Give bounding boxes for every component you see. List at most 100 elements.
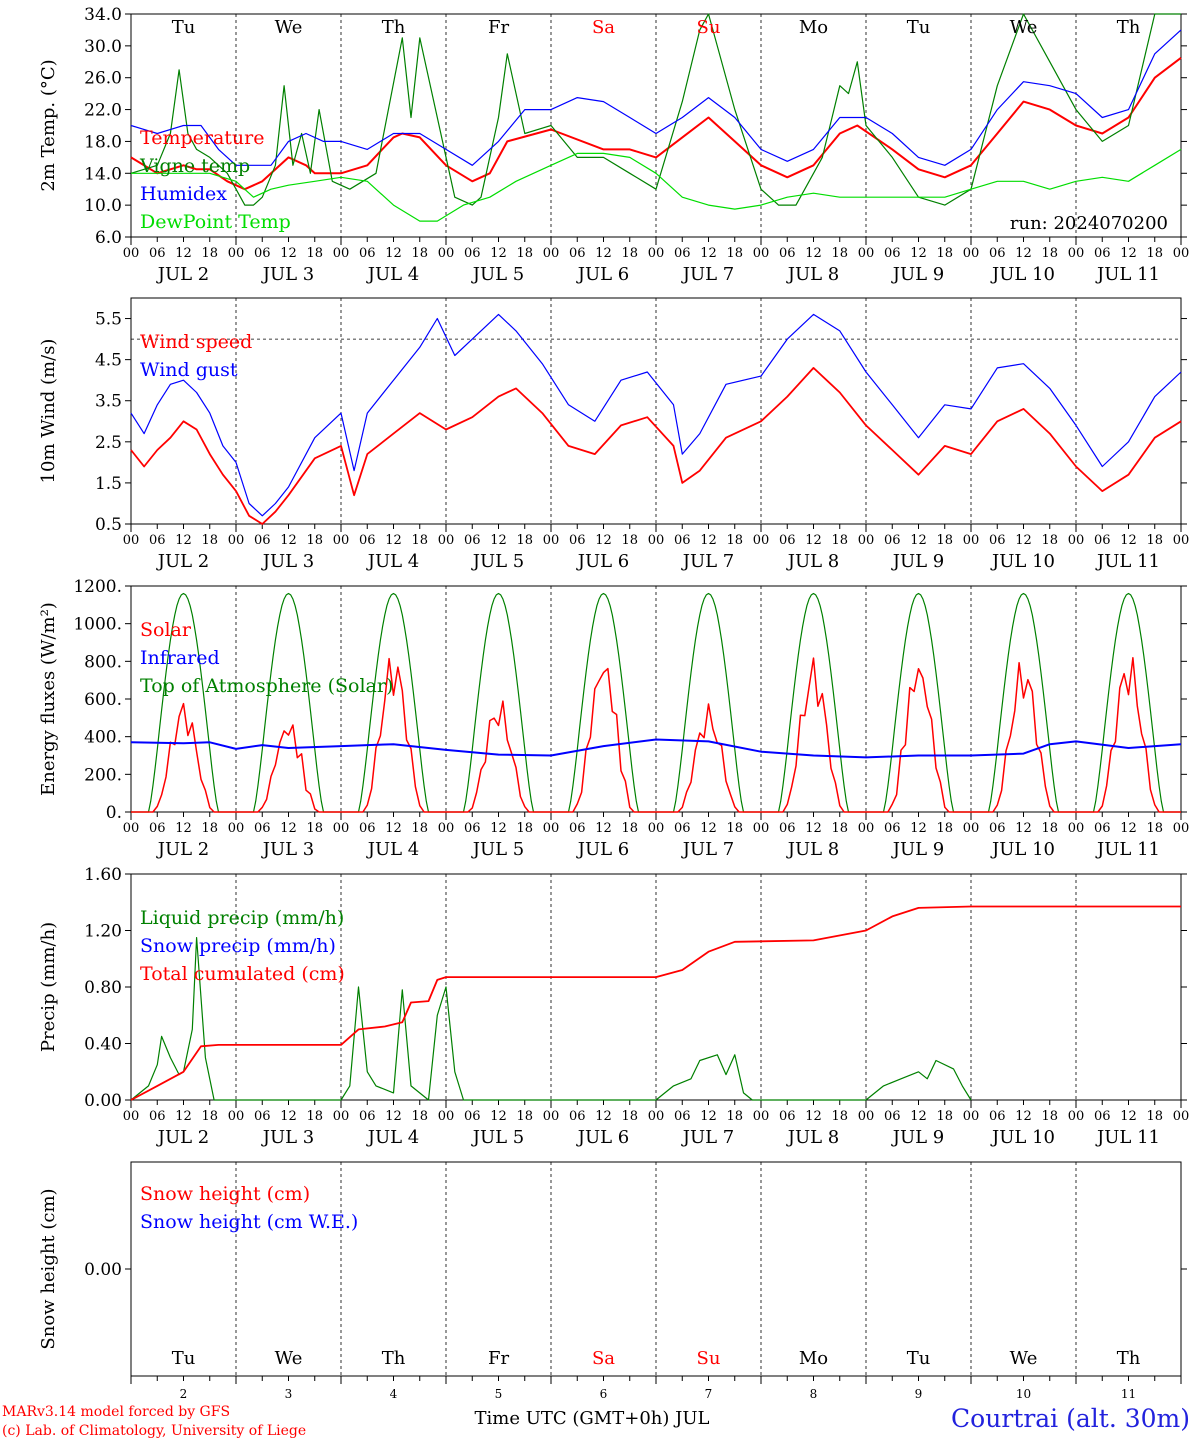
y-tick-label: 1.20 (84, 922, 122, 942)
x-tick-label: 18 (621, 246, 638, 261)
y-axis-label: Snow height (cm) (38, 1188, 59, 1349)
x-tick-label: 06 (989, 533, 1006, 548)
day-number-label: 4 (390, 1387, 398, 1401)
day-number-label: 10 (1016, 1387, 1031, 1401)
x-date-label: JUL 4 (366, 264, 420, 285)
x-date-label: JUL 10 (990, 1127, 1055, 1148)
x-date-label: JUL 4 (366, 551, 420, 572)
weekday-label: Mo (799, 17, 828, 38)
x-date-label: JUL 7 (681, 264, 735, 285)
series-line (131, 657, 1181, 813)
x-tick-label: 06 (989, 1109, 1006, 1124)
weekday-label: Th (1117, 17, 1141, 38)
x-tick-label: 06 (464, 1109, 481, 1124)
weekday-label: We (1010, 17, 1038, 38)
x-tick-label: 06 (254, 821, 271, 836)
x-tick-label: 18 (1041, 1109, 1058, 1124)
weekday-label: Mo (799, 1348, 828, 1369)
series-line (130, 738, 1182, 759)
y-axis-label: Precip (mm/h) (38, 922, 59, 1052)
energy-flux-panel: 0. 200. 400. 600. 800. 1000. 1200. Energy fluxe… (38, 577, 1189, 860)
x-tick-label: 06 (779, 533, 796, 548)
x-tick-label: 12 (1015, 246, 1032, 261)
y-tick-label: 0.40 (84, 1035, 122, 1055)
y-tick-label: 0.00 (84, 1091, 122, 1111)
x-date-label: JUL 5 (471, 264, 525, 285)
x-tick-label: 00 (438, 1109, 455, 1124)
x-tick-label: 00 (753, 533, 770, 548)
x-tick-label: 06 (884, 533, 901, 548)
series-line (130, 29, 1182, 166)
x-tick-label: 12 (1015, 821, 1032, 836)
x-tick-label: 18 (411, 821, 428, 836)
x-tick-label: 00 (858, 246, 875, 261)
x-tick-label: 18 (621, 1109, 638, 1124)
day-number-label: 6 (600, 1387, 608, 1401)
x-tick-label: 00 (1068, 821, 1085, 836)
y-tick-label: 600. (84, 690, 122, 710)
x-tick-label: 12 (805, 1109, 822, 1124)
y-tick-label: 6.0 (95, 228, 122, 248)
footer-model-line: MARv3.14 model forced by GFS (2, 1404, 230, 1420)
series-line (130, 905, 1181, 1101)
x-tick-label: 18 (1041, 246, 1058, 261)
x-tick-label: 06 (989, 246, 1006, 261)
x-tick-label: 06 (464, 821, 481, 836)
y-axis-label: 2m Temp. (°C) (38, 59, 59, 191)
x-tick-label: 00 (228, 821, 245, 836)
x-tick-label: 18 (306, 533, 323, 548)
y-axis-label: Energy fluxes (W/m²) (38, 602, 59, 796)
x-tick-label: 06 (254, 1109, 271, 1124)
x-tick-label: 06 (779, 246, 796, 261)
x-tick-label: 12 (385, 533, 402, 548)
legend-entry: Total cumulated (cm) (140, 963, 345, 985)
x-tick-label: 06 (149, 246, 166, 261)
x-tick-label: 18 (1146, 1109, 1163, 1124)
x-tick-label: 00 (123, 1109, 140, 1124)
weekday-label: Tu (907, 17, 931, 38)
y-tick-label: 400. (84, 728, 122, 748)
x-date-label: JUL 3 (261, 264, 315, 285)
x-tick-label: 12 (280, 821, 297, 836)
x-tick-label: 06 (149, 533, 166, 548)
x-tick-label: 00 (648, 246, 665, 261)
x-tick-label: 18 (306, 821, 323, 836)
x-date-label: JUL 7 (681, 839, 735, 860)
x-tick-label: 12 (910, 821, 927, 836)
x-tick-label: 18 (936, 821, 953, 836)
x-tick-label: 18 (1041, 533, 1058, 548)
x-tick-label: 00 (753, 821, 770, 836)
x-tick-label: 06 (254, 533, 271, 548)
x-tick-label: 00 (228, 1109, 245, 1124)
x-tick-label: 00 (123, 533, 140, 548)
y-tick-label: 0.5 (95, 515, 122, 535)
x-tick-label: 00 (963, 246, 980, 261)
y-tick-label: 22.0 (84, 101, 122, 121)
x-tick-label: 00 (858, 533, 875, 548)
y-tick-label: 4.5 (95, 351, 122, 371)
x-date-label: JUL 8 (786, 264, 840, 285)
x-date-label: JUL 11 (1095, 1127, 1160, 1148)
y-tick-label: 5.5 (95, 310, 122, 330)
x-tick-label: 12 (385, 821, 402, 836)
x-tick-label: 00 (858, 1109, 875, 1124)
temperature-panel: 6.0 10.0 14.0 18.0 22.0 26.0 30.0 34.0 2m Temp. … (38, 5, 1189, 285)
x-tick-label: 18 (936, 533, 953, 548)
x-date-label: JUL 6 (576, 1127, 630, 1148)
x-tick-label: 00 (1173, 246, 1190, 261)
x-tick-label: 00 (1173, 533, 1190, 548)
x-tick-label: 18 (201, 1109, 218, 1124)
x-tick-label: 12 (595, 533, 612, 548)
x-tick-label: 00 (543, 533, 560, 548)
x-tick-label: 18 (201, 246, 218, 261)
x-date-label: JUL 5 (471, 551, 525, 572)
x-tick-label: 00 (648, 1109, 665, 1124)
x-tick-label: 00 (438, 533, 455, 548)
x-date-label: JUL 3 (261, 839, 315, 860)
legend-entry: Wind gust (140, 359, 238, 381)
x-tick-label: 06 (884, 1109, 901, 1124)
x-date-label: JUL 2 (156, 551, 210, 572)
weekday-label: Tu (172, 17, 196, 38)
x-tick-label: 06 (359, 533, 376, 548)
